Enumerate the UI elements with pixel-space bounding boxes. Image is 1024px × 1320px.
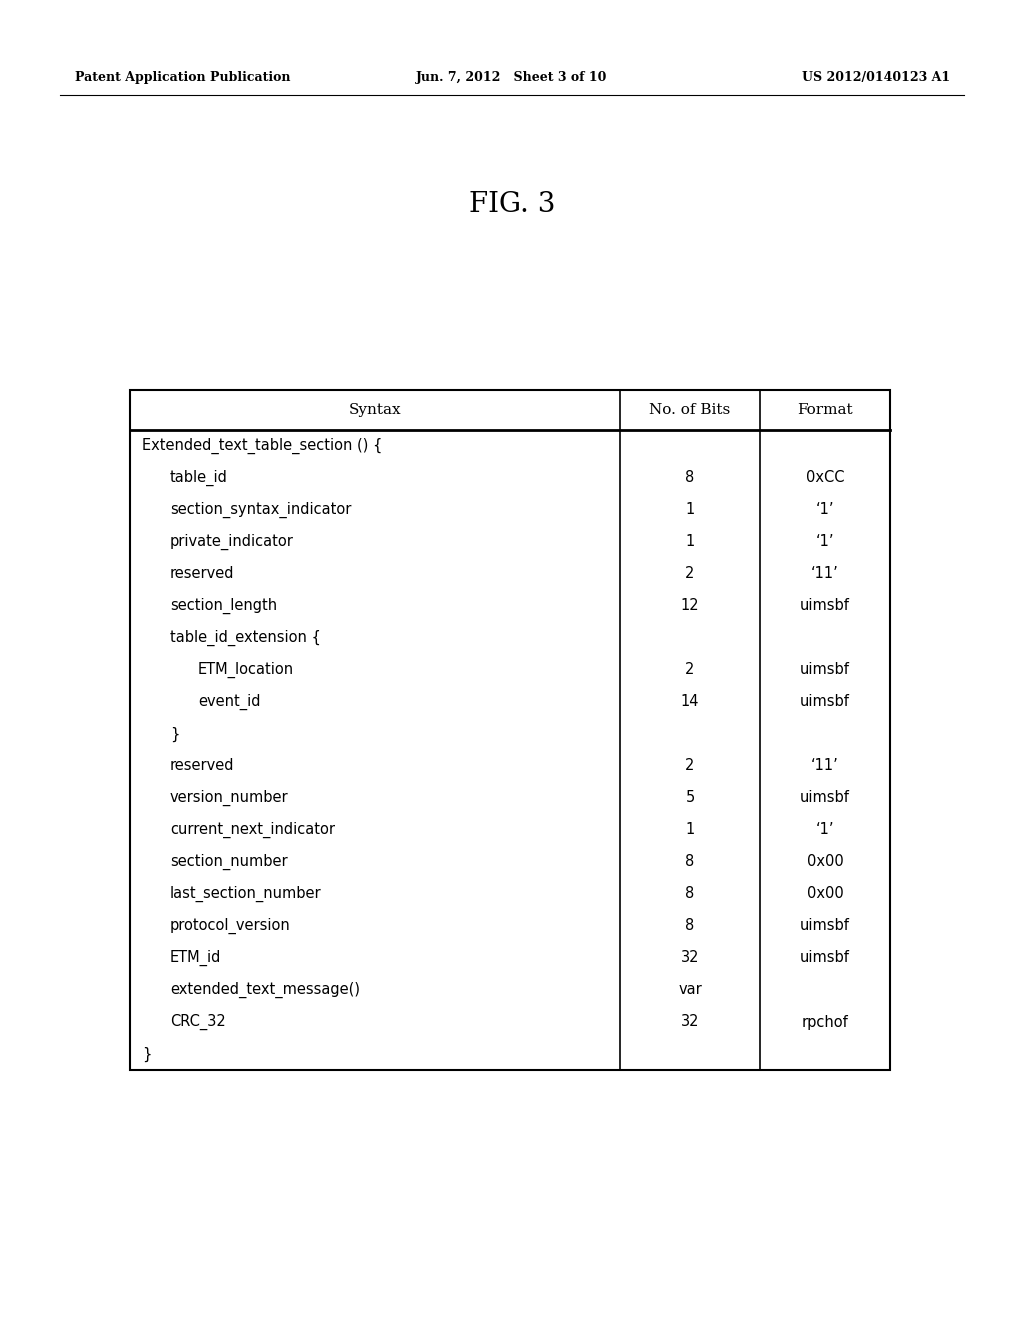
Text: 8: 8 <box>685 919 694 933</box>
Text: }: } <box>142 1047 152 1061</box>
Text: private_indicator: private_indicator <box>170 533 294 550</box>
Text: 2: 2 <box>685 663 694 677</box>
Text: 1: 1 <box>685 822 694 837</box>
Text: section_length: section_length <box>170 598 278 614</box>
Text: 0x00: 0x00 <box>807 854 844 870</box>
Text: var: var <box>678 982 701 998</box>
Text: reserved: reserved <box>170 759 234 774</box>
Text: protocol_version: protocol_version <box>170 917 291 935</box>
Text: 8: 8 <box>685 887 694 902</box>
Text: 14: 14 <box>681 694 699 710</box>
Text: 1: 1 <box>685 535 694 549</box>
Text: table_id: table_id <box>170 470 228 486</box>
Text: ETM_location: ETM_location <box>198 661 294 678</box>
Text: ‘11’: ‘11’ <box>811 759 839 774</box>
Text: 32: 32 <box>681 950 699 965</box>
Text: uimsbf: uimsbf <box>800 950 850 965</box>
Text: 12: 12 <box>681 598 699 614</box>
Text: ETM_id: ETM_id <box>170 950 221 966</box>
Text: US 2012/0140123 A1: US 2012/0140123 A1 <box>802 71 950 84</box>
Text: ‘1’: ‘1’ <box>816 535 835 549</box>
Text: ‘1’: ‘1’ <box>816 503 835 517</box>
Text: 5: 5 <box>685 791 694 805</box>
Text: Jun. 7, 2012   Sheet 3 of 10: Jun. 7, 2012 Sheet 3 of 10 <box>417 71 607 84</box>
Text: rpchof: rpchof <box>802 1015 848 1030</box>
Text: Extended_text_table_section () {: Extended_text_table_section () { <box>142 438 382 454</box>
Text: Format: Format <box>798 403 853 417</box>
Text: 0xCC: 0xCC <box>806 470 844 486</box>
Text: uimsbf: uimsbf <box>800 598 850 614</box>
Text: last_section_number: last_section_number <box>170 886 322 902</box>
Text: FIG. 3: FIG. 3 <box>469 191 555 219</box>
Text: ‘11’: ‘11’ <box>811 566 839 582</box>
Text: Patent Application Publication: Patent Application Publication <box>75 71 291 84</box>
Text: uimsbf: uimsbf <box>800 694 850 710</box>
Text: 8: 8 <box>685 470 694 486</box>
Text: table_id_extension {: table_id_extension { <box>170 630 321 645</box>
Text: reserved: reserved <box>170 566 234 582</box>
Text: 2: 2 <box>685 759 694 774</box>
Text: section_syntax_indicator: section_syntax_indicator <box>170 502 351 519</box>
Text: 8: 8 <box>685 854 694 870</box>
Text: uimsbf: uimsbf <box>800 663 850 677</box>
Text: Syntax: Syntax <box>349 403 401 417</box>
Text: event_id: event_id <box>198 694 260 710</box>
Text: 1: 1 <box>685 503 694 517</box>
Text: No. of Bits: No. of Bits <box>649 403 731 417</box>
Text: CRC_32: CRC_32 <box>170 1014 225 1030</box>
Text: section_number: section_number <box>170 854 288 870</box>
Text: current_next_indicator: current_next_indicator <box>170 822 335 838</box>
Text: 2: 2 <box>685 566 694 582</box>
Text: 32: 32 <box>681 1015 699 1030</box>
Text: version_number: version_number <box>170 789 289 807</box>
Text: uimsbf: uimsbf <box>800 791 850 805</box>
Text: ‘1’: ‘1’ <box>816 822 835 837</box>
Text: 0x00: 0x00 <box>807 887 844 902</box>
Text: extended_text_message(): extended_text_message() <box>170 982 360 998</box>
Bar <box>130 389 890 1071</box>
Text: uimsbf: uimsbf <box>800 919 850 933</box>
Text: }: } <box>170 726 179 742</box>
